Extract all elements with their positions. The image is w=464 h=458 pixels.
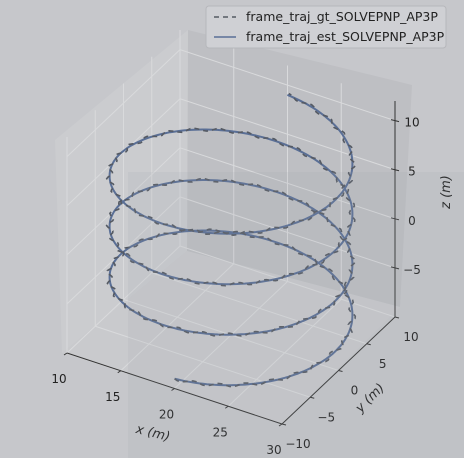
grid-line xyxy=(179,245,396,318)
z-tick-mark xyxy=(390,217,400,221)
x-tick-label: 10 xyxy=(51,372,66,386)
z-tick-mark xyxy=(390,266,400,270)
y-tick-mark xyxy=(281,423,287,426)
x-tick-mark xyxy=(117,370,122,374)
tick-labels: 10 15 20 25 30 −10 −5 0 5 10 −5 0 5 10 xyxy=(51,116,420,457)
x-tick-mark xyxy=(63,352,68,356)
z-tick-label: 10 xyxy=(404,116,419,130)
y-tick-label: −5 xyxy=(317,410,335,424)
legend-est-label: frame_traj_est_SOLVEPNP_AP3P xyxy=(246,29,445,44)
y-tick-label: 0 xyxy=(351,384,359,398)
z-tick-label: −5 xyxy=(403,263,421,277)
x-tick-label: 30 xyxy=(266,443,281,457)
x-tick-mark xyxy=(171,388,175,391)
y-tick-mark xyxy=(338,370,343,372)
back-pane xyxy=(187,30,412,307)
floor-pane xyxy=(62,251,400,424)
z-tick-mark xyxy=(390,168,400,172)
y-tick-label: 10 xyxy=(403,330,418,344)
grid-lines xyxy=(66,30,396,425)
y-tick-label: −10 xyxy=(285,437,310,451)
grid-line xyxy=(151,272,367,345)
x-tick-label: 20 xyxy=(159,408,174,422)
z-tick-label: 0 xyxy=(408,214,416,228)
z-axis-label: z (m) xyxy=(439,175,454,210)
x-tick-label: 15 xyxy=(105,390,120,404)
x-tick-mark xyxy=(224,405,229,409)
trajectory-lines xyxy=(105,92,357,388)
legend: frame_traj_gt_SOLVEPNP_AP3P frame_traj_e… xyxy=(205,5,447,49)
legend-box xyxy=(205,5,447,49)
legend-gt-label: frame_traj_gt_SOLVEPNP_AP3P xyxy=(246,9,438,24)
grid-line xyxy=(95,325,311,398)
x-tick-mark xyxy=(278,423,283,427)
series-gt-line xyxy=(105,92,357,388)
x-tick-label: 25 xyxy=(213,425,228,439)
z-tick-mark xyxy=(390,119,400,123)
y-tick-mark xyxy=(310,396,315,399)
z-tick-label: 5 xyxy=(408,165,416,179)
overlay-panel xyxy=(128,172,464,458)
axes xyxy=(63,101,400,427)
y-tick-label: 5 xyxy=(379,357,387,371)
y-tick-mark xyxy=(366,343,371,346)
y-tick-mark xyxy=(394,316,400,319)
